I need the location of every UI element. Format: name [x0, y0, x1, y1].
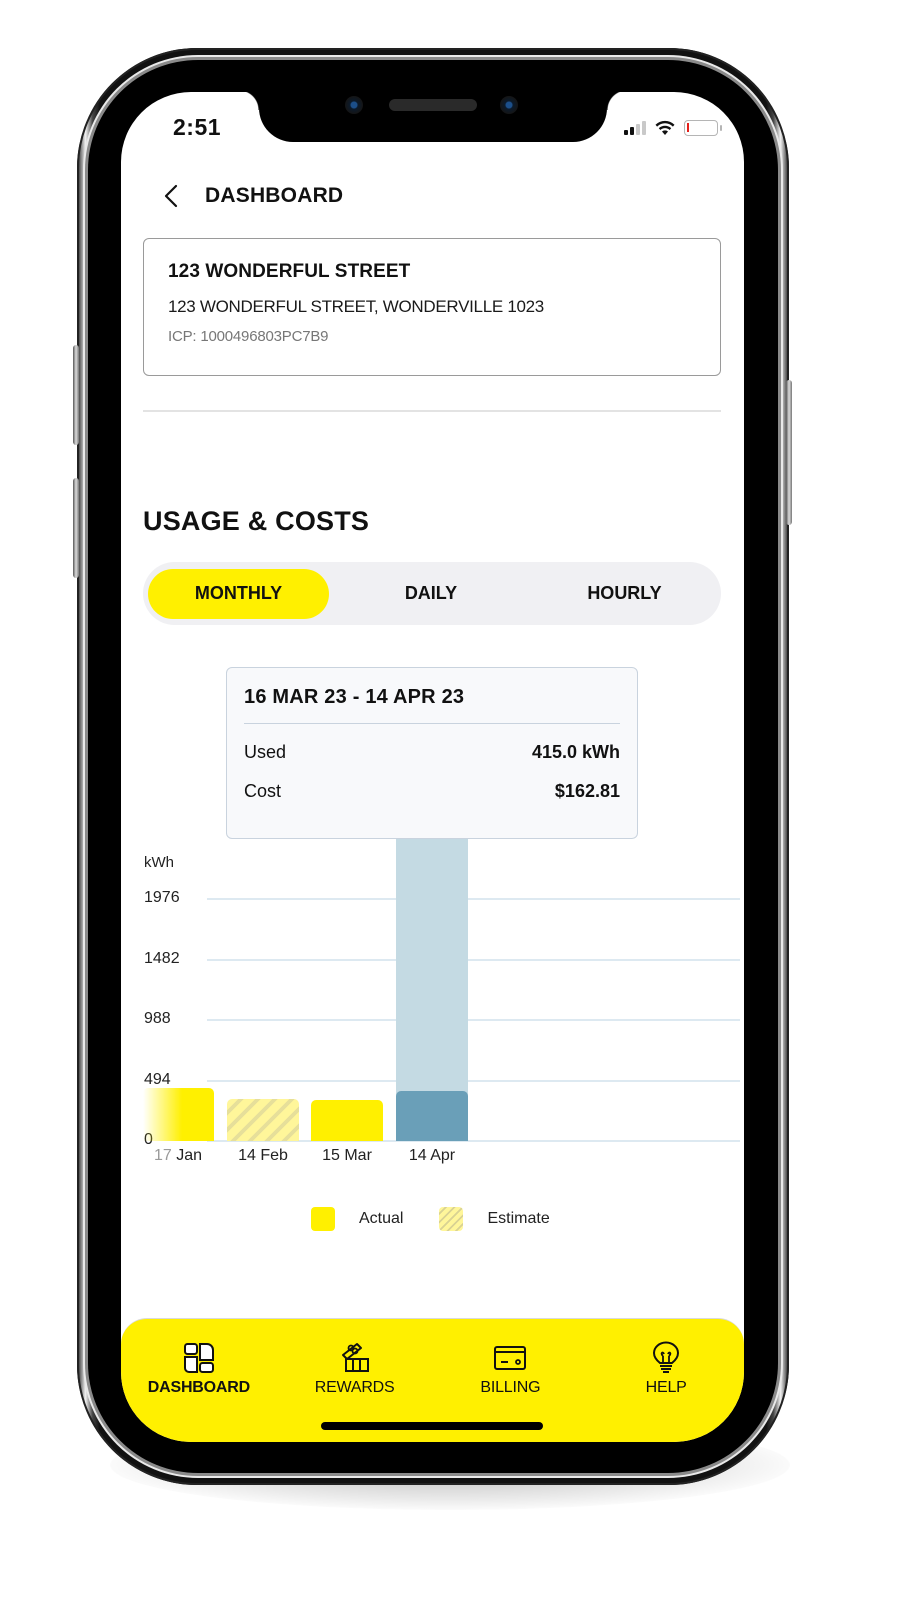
back-button[interactable]: [157, 182, 185, 210]
x-tick-label: 15 Mar: [322, 1147, 372, 1164]
tooltip-cost-value: $162.81: [554, 781, 620, 801]
usage-bar-chart: kWh 1976 1482 988 494 0 17 Jan 14 Feb 15…: [121, 832, 744, 1172]
camera-icon: [345, 96, 363, 114]
credit-card-icon: [494, 1346, 527, 1370]
chevron-left-icon: [164, 184, 178, 208]
dashboard-grid-icon: [183, 1343, 214, 1373]
bar-14-apr[interactable]: [396, 1091, 468, 1141]
page-header: DASHBOARD: [157, 182, 343, 210]
gridline: [207, 1019, 740, 1021]
tab-daily[interactable]: DAILY: [404, 583, 458, 603]
y-tick-label: 988: [144, 1010, 171, 1027]
status-time: 2:51: [173, 114, 222, 140]
bar-14-feb[interactable]: [227, 1099, 299, 1141]
tab-hourly[interactable]: HOURLY: [587, 583, 662, 603]
legend-estimate-label: Estimate: [487, 1210, 550, 1227]
page-title: DASHBOARD: [205, 184, 344, 207]
speaker-grille: [389, 99, 477, 111]
status-icons: [624, 120, 722, 136]
y-tick-label: 1976: [144, 889, 180, 906]
wifi-icon: [655, 120, 675, 135]
power-button: [786, 380, 792, 525]
nav-label: REWARDS: [314, 1379, 395, 1396]
mute-switch: [73, 345, 79, 445]
y-tick-label: 1482: [144, 950, 180, 967]
tooltip-used-value: 415.0 kWh: [531, 742, 620, 762]
tooltip-period: 16 MAR 23 - 14 APR 23: [244, 686, 620, 724]
battery-low-icon: [684, 120, 722, 136]
app-screen: 2:51 DASHBOARD 123 WONDERFUL STREET 123 …: [121, 92, 744, 1442]
property-icp: ICP: 1000496803PC7B9: [168, 328, 329, 345]
bottom-nav: DASHBOARD REWARDS BILLING: [121, 1318, 744, 1442]
tooltip-cost-row: Cost $162.81: [244, 781, 620, 802]
x-tick-label: 17 Jan: [153, 1147, 203, 1164]
nav-label: BILLING: [480, 1379, 541, 1396]
x-tick-label: 14 Feb: [238, 1147, 288, 1164]
gridline: [207, 959, 740, 961]
property-card[interactable]: 123 WONDERFUL STREET 123 WONDERFUL STREE…: [143, 238, 721, 376]
lightbulb-icon: [653, 1341, 680, 1373]
bar-15-mar[interactable]: [311, 1100, 383, 1141]
cellular-signal-icon: [624, 121, 646, 135]
tooltip-used-label: Used: [244, 742, 287, 762]
x-tick-label: 14 Apr: [408, 1147, 456, 1164]
section-divider: [143, 410, 721, 412]
chart-legend: Actual Estimate: [311, 1207, 550, 1231]
home-indicator[interactable]: [321, 1422, 543, 1430]
section-title: USAGE & COSTS: [143, 506, 370, 536]
gridline: [207, 1140, 740, 1142]
tab-monthly[interactable]: MONTHLY: [148, 568, 329, 619]
nav-label: DASHBOARD: [147, 1379, 250, 1396]
nav-item-dashboard[interactable]: DASHBOARD: [121, 1319, 277, 1442]
y-axis-unit: kWh: [144, 854, 174, 871]
nav-item-help[interactable]: HELP: [588, 1319, 744, 1442]
period-segmented-control: MONTHLY DAILY HOURLY: [143, 562, 721, 625]
sensor-icon: [500, 96, 518, 114]
y-tick-label: 494: [144, 1071, 171, 1088]
gridline: [207, 1080, 740, 1082]
tooltip-cost-label: Cost: [244, 781, 282, 801]
legend-actual-swatch: [311, 1207, 335, 1231]
property-name: 123 WONDERFUL STREET: [168, 261, 411, 282]
gridline: [207, 898, 740, 900]
selected-bar-highlight: [396, 832, 468, 1141]
legend-estimate-swatch: [439, 1207, 464, 1231]
property-address: 123 WONDERFUL STREET, WONDERVILLE 1023: [168, 297, 544, 316]
legend-actual-label: Actual: [359, 1210, 404, 1227]
tooltip-used-row: Used 415.0 kWh: [244, 742, 620, 763]
bar-17-jan[interactable]: [143, 1088, 214, 1141]
chart-tooltip: 16 MAR 23 - 14 APR 23 Used 415.0 kWh Cos…: [226, 667, 638, 839]
nav-label: HELP: [645, 1379, 687, 1396]
notch: [239, 92, 627, 142]
nav-item-billing[interactable]: BILLING: [433, 1319, 589, 1442]
gift-icon: [341, 1343, 369, 1372]
nav-item-rewards[interactable]: REWARDS: [277, 1319, 433, 1442]
volume-button: [73, 478, 79, 578]
